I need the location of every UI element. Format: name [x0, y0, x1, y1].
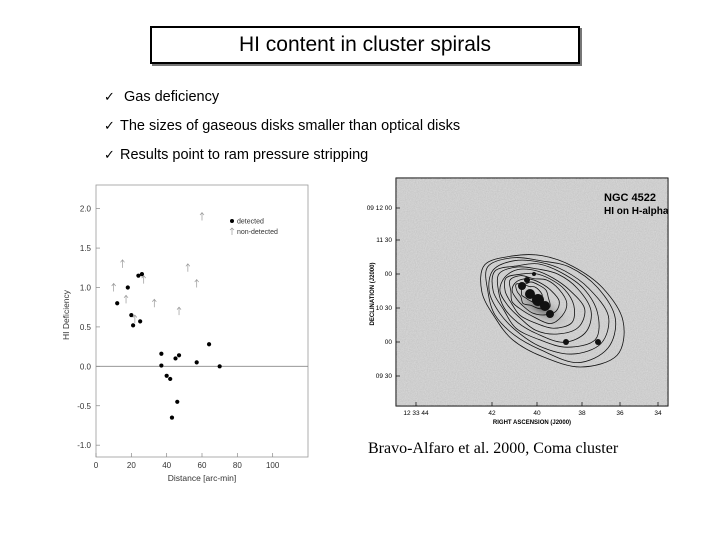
emission-knot — [518, 282, 526, 290]
hi-contour-map: NGC 4522 HI on H-alpha 12 33 44 42 40 38 36 3… — [367, 177, 669, 426]
contour-line — [488, 259, 610, 355]
x-tick-label: 40 — [162, 461, 171, 470]
detected-point — [136, 273, 141, 278]
detected-point — [194, 360, 199, 365]
y-axis-label: HI Deficiency — [61, 289, 71, 340]
non-detected-point — [185, 263, 191, 272]
x-tick-label: 60 — [198, 461, 207, 470]
y-tick-label: 0.5 — [80, 323, 92, 332]
hi-deficiency-scatter-plot: 2.0 1.5 1.0 0.5 0.0 -0.5 -1.0 0 20 40 60 80 100 dete… — [61, 184, 309, 483]
bullet-text: The sizes of gaseous disks smaller than … — [120, 118, 461, 134]
non-detected-point — [141, 275, 146, 284]
detected-point — [176, 353, 182, 358]
contour-line — [496, 266, 592, 343]
x-tick-label: 80 — [233, 461, 242, 470]
detected-point — [159, 351, 164, 356]
emission-knot — [563, 339, 569, 345]
contour-line — [511, 278, 560, 316]
emission-knot — [532, 272, 536, 276]
non-detected-point — [123, 294, 129, 304]
detected-point — [169, 415, 175, 420]
non-detected-point — [199, 211, 205, 221]
slide-title: HI content in cluster spirals — [150, 26, 580, 64]
checkmark-icon: ✓ — [104, 119, 115, 134]
y-tick-label: 2.0 — [80, 205, 92, 214]
contour-line — [499, 268, 586, 335]
dec-tick-label: 09 30 — [376, 373, 393, 380]
detected-point — [129, 312, 134, 318]
checkmark-icon: ✓ — [104, 148, 115, 163]
detected-point — [159, 363, 164, 368]
ra-tick-label: 38 — [578, 410, 586, 417]
detected-point — [164, 373, 169, 378]
ra-tick-label: 40 — [533, 410, 541, 417]
detected-point — [175, 399, 180, 404]
bullet-item: ✓ The sizes of gaseous disks smaller than… — [104, 115, 460, 144]
non-detected-point — [120, 259, 125, 268]
detected-point — [217, 364, 222, 369]
dec-tick-label: 10 30 — [376, 305, 393, 312]
legend-non-detected-label: non-detected — [237, 229, 278, 236]
dec-tick-label: 00 — [385, 339, 393, 346]
detected-point — [131, 323, 136, 328]
detected-point — [138, 319, 143, 324]
bullet-text: Results point to ram pressure stripping — [120, 147, 369, 163]
dec-axis-label: DECLINATION (J2000) — [370, 263, 376, 326]
figure-caption: Bravo-Alfaro et al. 2000, Coma cluster — [368, 440, 619, 457]
non-detected-point — [152, 298, 157, 308]
non-detected-point — [194, 278, 199, 288]
dec-tick-label: 11 30 — [376, 237, 392, 244]
detected-point — [115, 301, 120, 306]
ra-axis-label: RIGHT ASCENSION (J2000) — [493, 420, 571, 426]
y-tick-label: -1.0 — [77, 441, 91, 450]
non-detected-point — [176, 306, 182, 316]
detected-point — [168, 376, 173, 382]
bullet-item: ✓ Gas deficiency — [104, 86, 460, 115]
bullet-item: ✓ Results point to ram pressure stripping — [104, 144, 460, 173]
checkmark-icon: ✓ — [104, 90, 115, 105]
plot-frame — [95, 184, 309, 458]
object-label: NGC 4522 — [604, 192, 656, 204]
non-detected-point — [132, 314, 138, 324]
emission-knot — [546, 310, 554, 318]
detected-point — [125, 285, 130, 290]
detected-point — [139, 271, 145, 277]
x-tick-label: 100 — [266, 461, 280, 470]
contour-line — [480, 254, 625, 368]
contour-line — [491, 263, 600, 348]
bullet-text: Gas deficiency — [124, 89, 220, 105]
bullet-list: ✓ Gas deficiency ✓ The sizes of gaseous di… — [104, 86, 460, 173]
y-tick-label: -0.5 — [77, 402, 91, 411]
ra-tick-label: 34 — [654, 410, 662, 417]
non-detected-point — [111, 282, 116, 292]
emission-knot — [595, 339, 601, 345]
emission-knot — [524, 277, 530, 283]
detected-point — [206, 342, 212, 347]
y-tick-label: 0.0 — [80, 362, 92, 371]
y-tick-label: 1.5 — [80, 244, 92, 253]
legend-detected-label: detected — [237, 219, 264, 226]
halpha-knots — [518, 272, 601, 345]
contour-line — [508, 275, 568, 325]
dec-tick-label: 00 — [385, 271, 393, 278]
legend-non-detected-marker — [229, 227, 235, 235]
ra-tick-label: 12 33 44 — [403, 410, 429, 417]
x-axis-label: Distance [arc-min] — [168, 473, 237, 483]
overlay-label: HI on H-alpha — [604, 206, 669, 217]
emission-knot — [540, 301, 550, 311]
ra-tick-label: 42 — [488, 410, 496, 417]
contour-line — [485, 257, 617, 364]
contour-line — [515, 281, 551, 310]
x-tick-label: 0 — [94, 461, 99, 470]
legend-detected-marker — [230, 219, 234, 223]
emission-knot — [525, 289, 535, 299]
ra-tick-label: 36 — [616, 410, 624, 417]
y-tick-label: 1.0 — [80, 283, 92, 292]
x-tick-label: 20 — [127, 461, 136, 470]
detected-point — [173, 356, 178, 361]
dec-tick-label: 09 12 00 — [367, 205, 393, 212]
